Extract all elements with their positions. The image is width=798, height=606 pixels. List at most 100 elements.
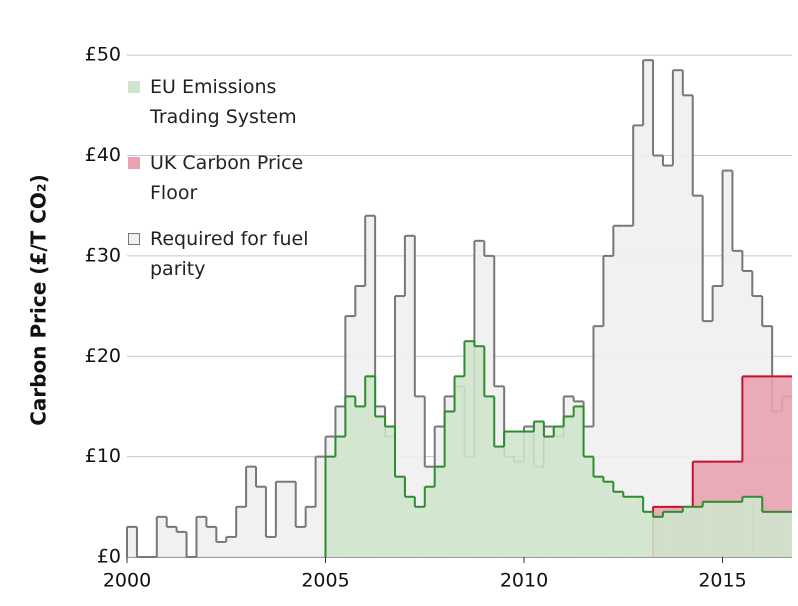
step-area bbox=[772, 511, 783, 557]
step-area bbox=[682, 506, 693, 557]
step-area bbox=[246, 466, 257, 557]
step-area bbox=[424, 486, 435, 557]
step-area bbox=[653, 155, 663, 557]
step-area bbox=[682, 95, 693, 557]
step-area bbox=[404, 235, 415, 557]
step-area bbox=[563, 416, 574, 557]
step-area bbox=[722, 170, 733, 557]
step-area bbox=[444, 411, 455, 557]
step-area bbox=[593, 326, 604, 557]
step-area bbox=[156, 516, 167, 557]
step-area bbox=[285, 481, 296, 557]
step-area bbox=[702, 501, 713, 557]
step-area bbox=[742, 496, 753, 557]
step-area bbox=[623, 225, 634, 557]
x-tick-label: 2015 bbox=[698, 570, 746, 592]
step-area bbox=[533, 421, 544, 557]
step-area bbox=[375, 416, 386, 557]
step-area bbox=[494, 446, 505, 557]
step-area bbox=[782, 511, 792, 557]
step-area bbox=[543, 436, 554, 557]
step-area bbox=[355, 406, 366, 557]
step-area bbox=[226, 536, 237, 557]
step-area bbox=[394, 476, 405, 557]
legend-item: EU Emissions Trading System bbox=[128, 72, 358, 132]
x-tick-label: 2010 bbox=[500, 570, 548, 592]
legend: EU Emissions Trading System UK Carbon Pri… bbox=[128, 72, 358, 300]
step-area bbox=[365, 376, 376, 557]
step-area bbox=[553, 426, 564, 557]
step-area bbox=[504, 431, 515, 557]
step-area bbox=[256, 486, 266, 557]
step-area bbox=[613, 491, 624, 557]
step-area bbox=[732, 501, 743, 557]
step-area bbox=[206, 526, 217, 557]
step-area bbox=[712, 501, 723, 557]
step-area bbox=[196, 516, 207, 557]
step-area bbox=[593, 476, 604, 557]
legend-label: Required for fuel parity bbox=[150, 228, 309, 280]
step-area bbox=[265, 536, 276, 557]
step-area bbox=[633, 496, 644, 557]
step-area bbox=[216, 541, 227, 557]
step-area bbox=[394, 296, 405, 557]
step-area bbox=[434, 466, 445, 557]
step-area bbox=[275, 481, 286, 557]
step-area bbox=[702, 321, 713, 557]
step-area bbox=[404, 496, 415, 557]
step-area bbox=[603, 255, 614, 557]
legend-label: UK Carbon Price Floor bbox=[150, 152, 304, 204]
step-area bbox=[464, 341, 475, 557]
y-tick-label: £30 bbox=[85, 244, 121, 266]
step-area bbox=[722, 501, 733, 557]
step-area bbox=[414, 396, 425, 557]
step-area bbox=[692, 195, 703, 557]
y-tick-label: £40 bbox=[85, 144, 121, 166]
y-tick-label: £0 bbox=[97, 546, 121, 568]
y-tick-label: £20 bbox=[85, 345, 121, 367]
step-area bbox=[305, 506, 316, 557]
step-area bbox=[315, 456, 326, 557]
step-area bbox=[166, 526, 177, 557]
y-axis-label: Carbon Price (£/T CO₂) bbox=[27, 174, 51, 426]
step-area bbox=[692, 506, 703, 557]
step-area bbox=[236, 506, 247, 557]
step-area bbox=[653, 516, 663, 557]
legend-item: UK Carbon Price Floor bbox=[128, 148, 358, 208]
step-area bbox=[385, 426, 395, 557]
step-area bbox=[643, 60, 654, 558]
step-area bbox=[603, 481, 614, 557]
step-area bbox=[514, 431, 525, 557]
step-area bbox=[643, 511, 654, 557]
step-area bbox=[583, 456, 594, 557]
step-area bbox=[454, 376, 465, 557]
legend-swatch bbox=[128, 233, 140, 245]
step-area bbox=[633, 125, 644, 557]
legend-swatch bbox=[128, 81, 140, 93]
step-area bbox=[662, 511, 673, 557]
step-area bbox=[672, 511, 683, 557]
step-area bbox=[732, 250, 743, 558]
step-area bbox=[712, 286, 723, 557]
y-tick-label: £50 bbox=[85, 44, 121, 66]
step-area bbox=[672, 70, 683, 557]
step-area bbox=[176, 531, 187, 557]
step-area bbox=[474, 346, 485, 557]
legend-item: Required for fuel parity bbox=[128, 224, 358, 284]
step-area bbox=[484, 396, 495, 557]
step-area bbox=[335, 436, 346, 557]
step-area bbox=[752, 496, 763, 557]
step-area bbox=[623, 496, 634, 557]
step-area bbox=[325, 456, 336, 557]
step-area bbox=[662, 165, 673, 558]
step-area bbox=[613, 225, 624, 557]
step-area bbox=[127, 526, 137, 557]
step-area bbox=[762, 511, 773, 557]
step-area bbox=[414, 506, 425, 557]
step-area bbox=[345, 396, 356, 557]
step-area bbox=[573, 406, 584, 557]
y-tick-label: £10 bbox=[85, 445, 121, 467]
x-tick-label: 2005 bbox=[301, 570, 349, 592]
step-area bbox=[524, 431, 534, 557]
